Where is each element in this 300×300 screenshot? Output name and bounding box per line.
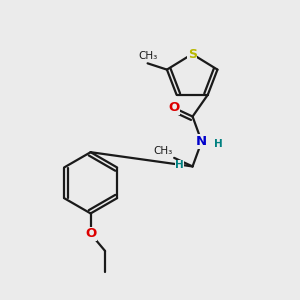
- Text: O: O: [169, 101, 180, 114]
- Text: H: H: [214, 139, 222, 149]
- Text: CH₃: CH₃: [153, 146, 172, 156]
- Text: H: H: [175, 160, 184, 170]
- Text: S: S: [188, 48, 197, 61]
- Text: O: O: [85, 227, 96, 240]
- Text: CH₃: CH₃: [138, 51, 157, 61]
- Text: N: N: [196, 135, 207, 148]
